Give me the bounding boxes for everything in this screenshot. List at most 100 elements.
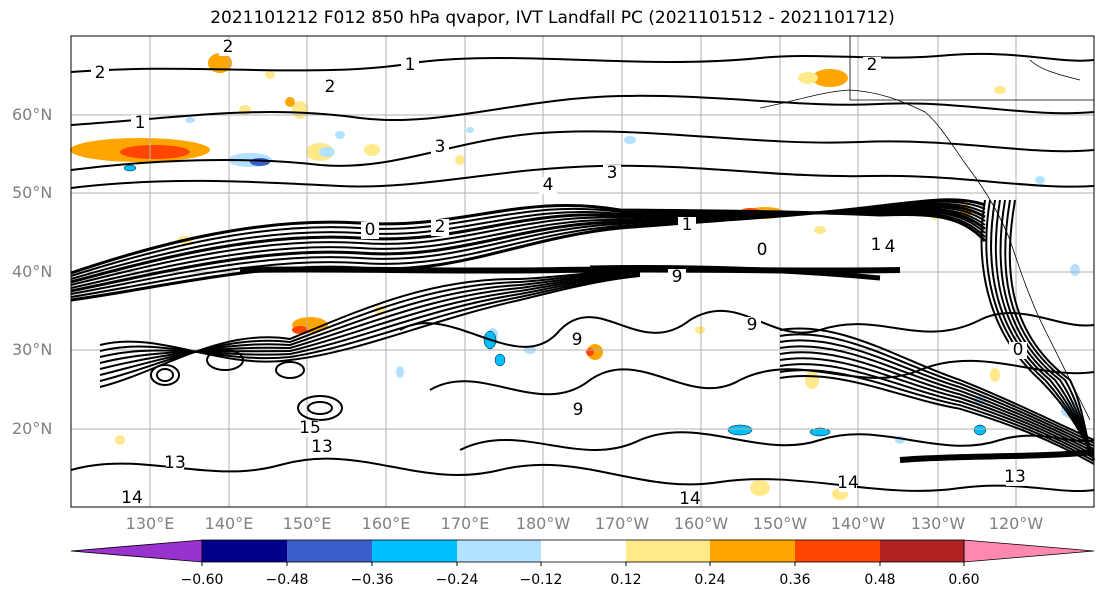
ivt-contour-line — [70, 164, 1095, 189]
ivt-contour-line — [399, 309, 1095, 348]
contour-label: 2 — [867, 55, 878, 75]
colorbar-tick-label: 0.24 — [694, 572, 726, 588]
lon-label: 180°W — [515, 514, 571, 533]
ivt-contour-line — [70, 52, 1095, 73]
ivt-contour-line — [70, 198, 986, 302]
ivt-contour-line — [779, 363, 1095, 459]
qvapor-shade-blob — [120, 145, 190, 159]
contour-label: 9 — [672, 267, 683, 287]
qvapor-shade-blob — [364, 144, 380, 156]
coastline-segment — [1029, 59, 1081, 81]
contour-label-bg — [166, 455, 184, 472]
lon-label: 170°E — [440, 514, 490, 533]
qvapor-shade-blob — [798, 72, 818, 84]
colorbar-tick-label: 0.48 — [864, 572, 896, 588]
lat-label: 50°N — [12, 183, 53, 202]
qvapor-shade-blob — [494, 353, 506, 367]
qvapor-shade-blob — [809, 427, 831, 437]
contour-label-bg — [881, 239, 899, 256]
contour-label-bg — [431, 139, 449, 156]
contour-label-bg — [681, 491, 699, 508]
contour-label-bg — [568, 332, 586, 349]
colorbar-tick-label: −0.12 — [519, 572, 563, 588]
ivt-contour-loop — [297, 395, 343, 421]
colorbar-extend-high — [963, 539, 1095, 563]
contour-label: 1 — [135, 113, 146, 133]
colorbar-tick-label: 0.12 — [610, 572, 642, 588]
qvapor-shade-blob — [185, 117, 195, 123]
qvapor-shade-blob — [587, 344, 603, 360]
ivt-contour-line — [70, 206, 986, 289]
ivt-contour-line — [899, 449, 1095, 463]
qvapor-shade-blob — [292, 326, 308, 334]
contour-label: 14 — [121, 488, 143, 508]
contour-label-bg — [678, 217, 696, 234]
lat-label: 30°N — [12, 340, 53, 359]
contour-label-bg — [401, 57, 419, 74]
contour-label: 15 — [299, 418, 321, 438]
colorbar-outline — [201, 539, 965, 563]
contour-label-bg — [603, 165, 621, 182]
contour-label: 1 — [405, 55, 416, 75]
contour-label: 1 — [682, 215, 693, 235]
contour-label: 14 — [679, 489, 701, 509]
lon-label: 160°W — [673, 514, 729, 533]
qvapor-shade-blob — [115, 435, 125, 445]
qvapor-shade-blob — [466, 127, 474, 133]
lon-label: 160°E — [361, 514, 411, 533]
contour-label: 2 — [325, 77, 336, 97]
colorbar-segment — [710, 540, 795, 562]
ivt-contour-line — [429, 359, 1095, 396]
lat-label: 40°N — [12, 262, 53, 281]
coastline-segment — [1009, 239, 1091, 421]
colorbar-tick-label: −0.60 — [180, 572, 224, 588]
colorbar-segment — [541, 540, 626, 562]
coastline-segment — [759, 89, 1011, 241]
lon-label: 150°E — [282, 514, 332, 533]
qvapor-shade-blob — [265, 71, 275, 79]
qvapor-shade-blob — [335, 131, 345, 139]
lat-label: 20°N — [12, 419, 53, 438]
ivt-contour-line — [1008, 199, 1095, 461]
qvapor-shade-blob — [123, 164, 137, 172]
contour-label: 9 — [572, 330, 583, 350]
colorbar-segment — [457, 540, 541, 562]
contour-label: 3 — [435, 137, 446, 157]
contour-label: 2 — [95, 63, 106, 83]
ivt-contours — [70, 52, 1095, 493]
ivt-contour-line — [459, 431, 1095, 451]
qvapor-shade-blob — [1070, 264, 1080, 276]
coastline-segment — [849, 36, 1094, 101]
ivt-contour-loop — [275, 361, 305, 379]
contour-label: 2 — [435, 217, 446, 237]
qvapor-shade-blob — [973, 424, 987, 436]
contour-label: 0 — [757, 240, 768, 260]
contour-label-bg — [1006, 469, 1024, 486]
qvapor-shade-blob — [990, 368, 1000, 382]
contour-label: 3 — [607, 163, 618, 183]
qvapor-shade-blob — [805, 371, 819, 389]
qvapor-shade-blob — [814, 226, 826, 234]
colorbar-extend-low — [70, 539, 203, 563]
contour-label: 1 — [871, 235, 882, 255]
lon-label: 120°W — [988, 514, 1044, 533]
ivt-contour-line — [70, 204, 986, 293]
lon-label: 140°E — [204, 514, 254, 533]
lon-label: 130°E — [125, 514, 175, 533]
ivt-contour-loop — [156, 368, 174, 382]
ivt-contour-line — [70, 204, 987, 275]
ivt-contour-line — [99, 272, 641, 358]
colorbar-tick-label: −0.36 — [350, 572, 394, 588]
contour-label: 0 — [1013, 340, 1024, 360]
figure-title: 2021101212 F012 850 hPa qvapor, IVT Land… — [210, 8, 895, 28]
qvapor-shade-blob — [396, 366, 404, 378]
contour-label-bg — [313, 439, 331, 456]
ivt-contour-line — [779, 345, 1095, 450]
contour-label-bg — [131, 115, 149, 132]
lon-label: 140°W — [830, 514, 886, 533]
qvapor-shade-blob — [624, 136, 636, 144]
qvapor-shade-blob — [285, 97, 295, 107]
qvapor-shade-blob — [727, 424, 753, 436]
contour-label-bg — [219, 39, 237, 56]
